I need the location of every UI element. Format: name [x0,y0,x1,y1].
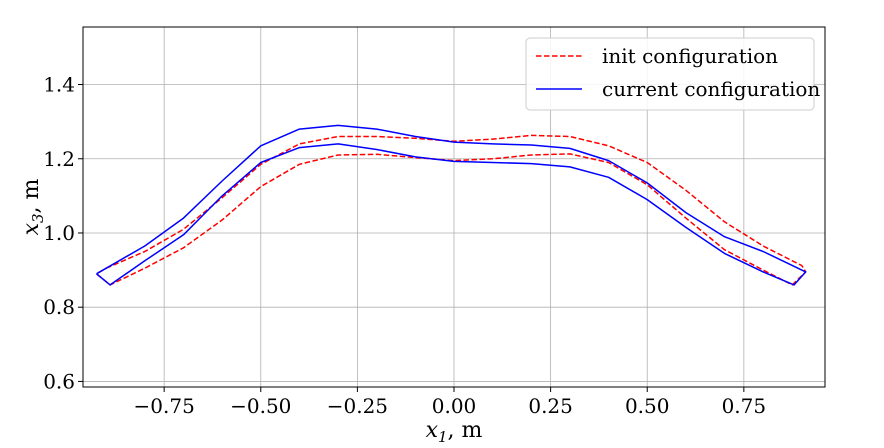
y-axis-label-symbol: x [19,222,44,235]
series-init-line [95,134,807,286]
x-axis-label-unit: , m [448,418,483,443]
legend: init configuration current configuration [525,37,820,111]
legend-label-init: init configuration [602,44,778,68]
y-tick-label: 1.4 [43,73,75,97]
x-axis-label-symbol: x [426,418,439,443]
y-axis-label-unit: , m [19,178,44,213]
series-current-line [96,124,807,286]
x-tick-label: 0.75 [722,394,767,418]
x-tick-label: −0.50 [230,394,291,418]
y-tick-label: 0.8 [43,295,75,319]
x-axis-label: x1, m [426,418,483,446]
legend-label-current: current configuration [602,77,820,101]
x-tick-label: −0.75 [134,394,195,418]
x-tick-label: 0.50 [625,394,670,418]
y-axis-label: x3, m [19,178,47,235]
series-group [95,124,807,286]
legend-box [525,37,815,111]
y-tick-label: 0.6 [43,369,75,393]
y-tick-label: 1.0 [43,221,75,245]
y-ticks: 0.6 0.8 1.0 1.2 1.4 [43,73,83,393]
x-tick-label: −0.25 [327,394,388,418]
x-tick-label: 0.25 [528,394,573,418]
x-ticks: −0.75 −0.50 −0.25 0.00 0.25 0.50 0.75 [134,387,767,418]
x-tick-label: 0.00 [432,394,477,418]
x-axis-label-subscript: 1 [438,428,448,446]
y-tick-label: 1.2 [43,147,75,171]
y-axis-label-subscript: 3 [29,213,47,223]
